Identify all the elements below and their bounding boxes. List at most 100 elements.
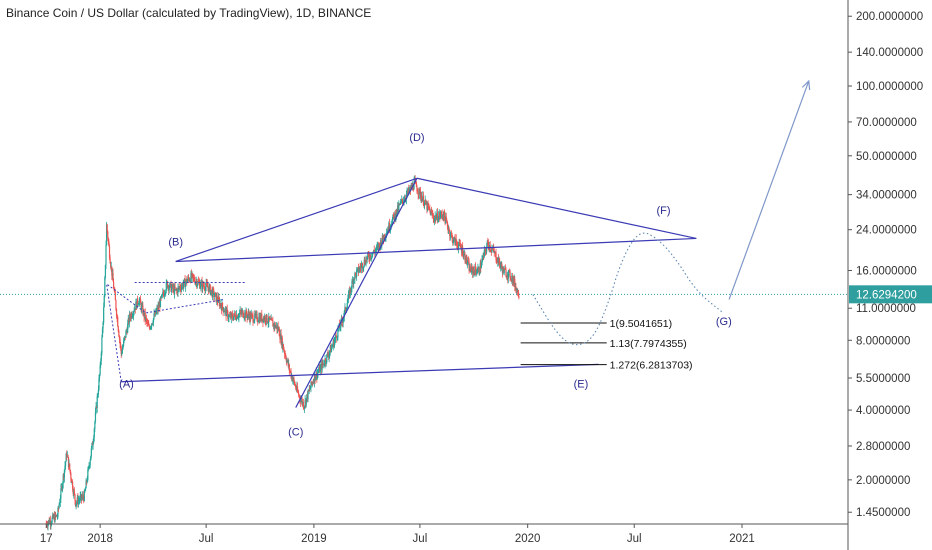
y-tick-label: 5.5000000 — [856, 373, 910, 385]
candle-body — [231, 314, 234, 318]
candle-body — [110, 263, 112, 268]
candle-body — [300, 399, 302, 402]
candle-body — [287, 360, 289, 366]
candle-body — [353, 278, 355, 284]
candle-body — [290, 371, 292, 378]
chart-title: Binance Coin / US Dollar (calculated by … — [6, 6, 371, 20]
candle-body — [415, 182, 417, 187]
wave-label-b: (B) — [168, 237, 183, 249]
candle-body — [309, 388, 311, 390]
candle-body — [362, 267, 364, 269]
candle-body — [119, 338, 121, 344]
fib-level-label: 1(9.5041651) — [610, 318, 672, 330]
candle-body — [285, 354, 287, 359]
candle-body — [58, 504, 60, 509]
candle-body — [109, 257, 111, 264]
candle-body — [368, 254, 370, 259]
candle-body — [204, 286, 207, 291]
candle-body — [334, 338, 336, 341]
candle-body — [197, 281, 200, 282]
candle-body — [498, 258, 501, 264]
y-tick-label: 2.8000000 — [856, 441, 910, 453]
candle-body — [72, 481, 74, 490]
candle-body — [422, 195, 425, 206]
candle-body — [74, 500, 77, 507]
wave-label-e: (E) — [574, 379, 589, 391]
candle-body — [317, 371, 320, 373]
candle-body — [120, 343, 122, 347]
candle-body — [288, 364, 290, 371]
candle-body — [118, 336, 121, 339]
candle-body — [100, 352, 102, 361]
candle-body — [91, 443, 93, 449]
candle-body — [100, 360, 102, 366]
candle-body — [335, 335, 337, 337]
x-tick-label: 2019 — [301, 533, 327, 545]
candle-body — [251, 314, 254, 316]
candle-body — [256, 313, 258, 321]
candle-body — [137, 298, 139, 305]
candle-body — [400, 200, 402, 202]
y-tick-label: 100.0000000 — [856, 81, 923, 93]
candle-body — [328, 353, 330, 358]
candle-body — [157, 305, 159, 311]
projection-path — [532, 232, 724, 346]
candle-body — [391, 219, 393, 225]
candle-body — [491, 249, 494, 250]
candle-body — [435, 216, 437, 220]
candle-body — [404, 198, 406, 200]
candle-body — [148, 325, 150, 328]
candle-body — [142, 305, 144, 315]
candle-body — [182, 284, 184, 288]
candle-body — [206, 282, 208, 285]
target-arrow-line — [728, 80, 810, 300]
candle-body — [122, 340, 125, 347]
y-tick-label: 4.0000000 — [856, 405, 910, 417]
candle-body — [87, 469, 89, 480]
candle-body — [467, 261, 469, 264]
candle-body — [401, 198, 403, 201]
candle-body — [466, 263, 468, 265]
candle-body — [399, 201, 402, 205]
candle-body — [55, 513, 57, 517]
candle-body — [95, 405, 97, 413]
candle-body — [89, 465, 91, 467]
wave-label-f: (F) — [657, 205, 671, 217]
candle-body — [334, 335, 337, 339]
candle-body — [479, 273, 481, 274]
candle-body — [64, 461, 67, 466]
candle-body — [305, 397, 307, 405]
candle-body — [283, 349, 285, 352]
candle-body — [102, 322, 104, 329]
candle-body — [222, 307, 224, 312]
candle-body — [388, 223, 391, 230]
candle-body — [137, 304, 139, 305]
candle-body — [469, 266, 471, 272]
candle-body — [70, 478, 73, 483]
candle-body — [96, 396, 98, 408]
dotted-subwave-lines — [105, 282, 225, 382]
candle-body — [419, 188, 421, 191]
candle-body — [449, 235, 451, 237]
candle-body — [332, 345, 334, 347]
candle-body — [432, 215, 434, 219]
candle-body — [62, 474, 64, 484]
candle-body — [267, 322, 269, 324]
candle-body — [266, 314, 268, 323]
candle-body — [323, 363, 325, 365]
candle-body — [59, 498, 61, 503]
candle-body — [254, 313, 256, 321]
candle-body — [375, 246, 378, 250]
candle-body — [271, 320, 273, 322]
candle-body — [268, 316, 270, 320]
candle-body — [312, 382, 314, 384]
candle-body — [297, 391, 299, 393]
candle-body — [221, 302, 224, 308]
candle-body — [485, 251, 487, 253]
candle-body — [99, 365, 101, 375]
candle-body — [345, 309, 347, 311]
candle-body — [293, 381, 296, 385]
candle-body — [115, 300, 117, 310]
candle-body — [82, 495, 84, 498]
